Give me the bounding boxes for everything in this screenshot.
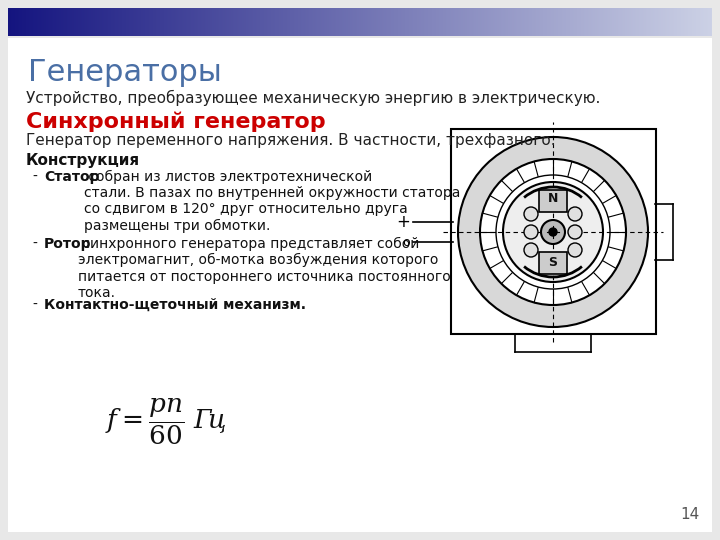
Circle shape	[541, 220, 565, 244]
Circle shape	[458, 137, 648, 327]
Circle shape	[524, 243, 538, 257]
FancyBboxPatch shape	[8, 38, 712, 532]
Text: +: +	[396, 213, 410, 231]
Text: собран из листов электротехнической
стали. В пазах по внутренней окружности стат: собран из листов электротехнической стал…	[84, 170, 460, 233]
Circle shape	[568, 225, 582, 239]
FancyBboxPatch shape	[539, 252, 567, 274]
Text: Контактно-щеточный механизм.: Контактно-щеточный механизм.	[44, 298, 306, 312]
Text: Генераторы: Генераторы	[28, 58, 222, 87]
Text: Устройство, преобразующее механическую энергию в электрическую.: Устройство, преобразующее механическую э…	[26, 90, 600, 106]
Circle shape	[503, 182, 603, 282]
Text: Конструкция: Конструкция	[26, 153, 140, 168]
Circle shape	[524, 225, 538, 239]
Text: S: S	[549, 256, 557, 269]
Text: -: -	[32, 237, 37, 251]
Text: 14: 14	[680, 507, 700, 522]
Text: -: -	[32, 170, 37, 184]
Text: синхронного генератора представляет собой
электромагнит, об-мотка возбуждения ко: синхронного генератора представляет собо…	[78, 237, 451, 300]
Text: Ротор: Ротор	[44, 237, 91, 251]
Circle shape	[549, 228, 557, 236]
Text: o: o	[402, 235, 410, 248]
Text: Генератор переменного напряжения. В частности, трехфазного.: Генератор переменного напряжения. В част…	[26, 133, 556, 148]
Circle shape	[496, 175, 610, 289]
Text: Основные понятия: Основные понятия	[264, 13, 456, 31]
Text: $f = \dfrac{pn}{60}\ \mathit{Г\!ц}$: $f = \dfrac{pn}{60}\ \mathit{Г\!ц}$	[105, 397, 226, 447]
Bar	[451, 129, 656, 334]
Circle shape	[568, 243, 582, 257]
Text: -: -	[32, 298, 37, 312]
Circle shape	[480, 159, 626, 305]
Circle shape	[568, 207, 582, 221]
Text: Синхронный генератор: Синхронный генератор	[26, 112, 325, 132]
FancyBboxPatch shape	[539, 190, 567, 212]
Text: Статор: Статор	[44, 170, 99, 184]
Text: N: N	[548, 192, 558, 206]
Circle shape	[524, 207, 538, 221]
